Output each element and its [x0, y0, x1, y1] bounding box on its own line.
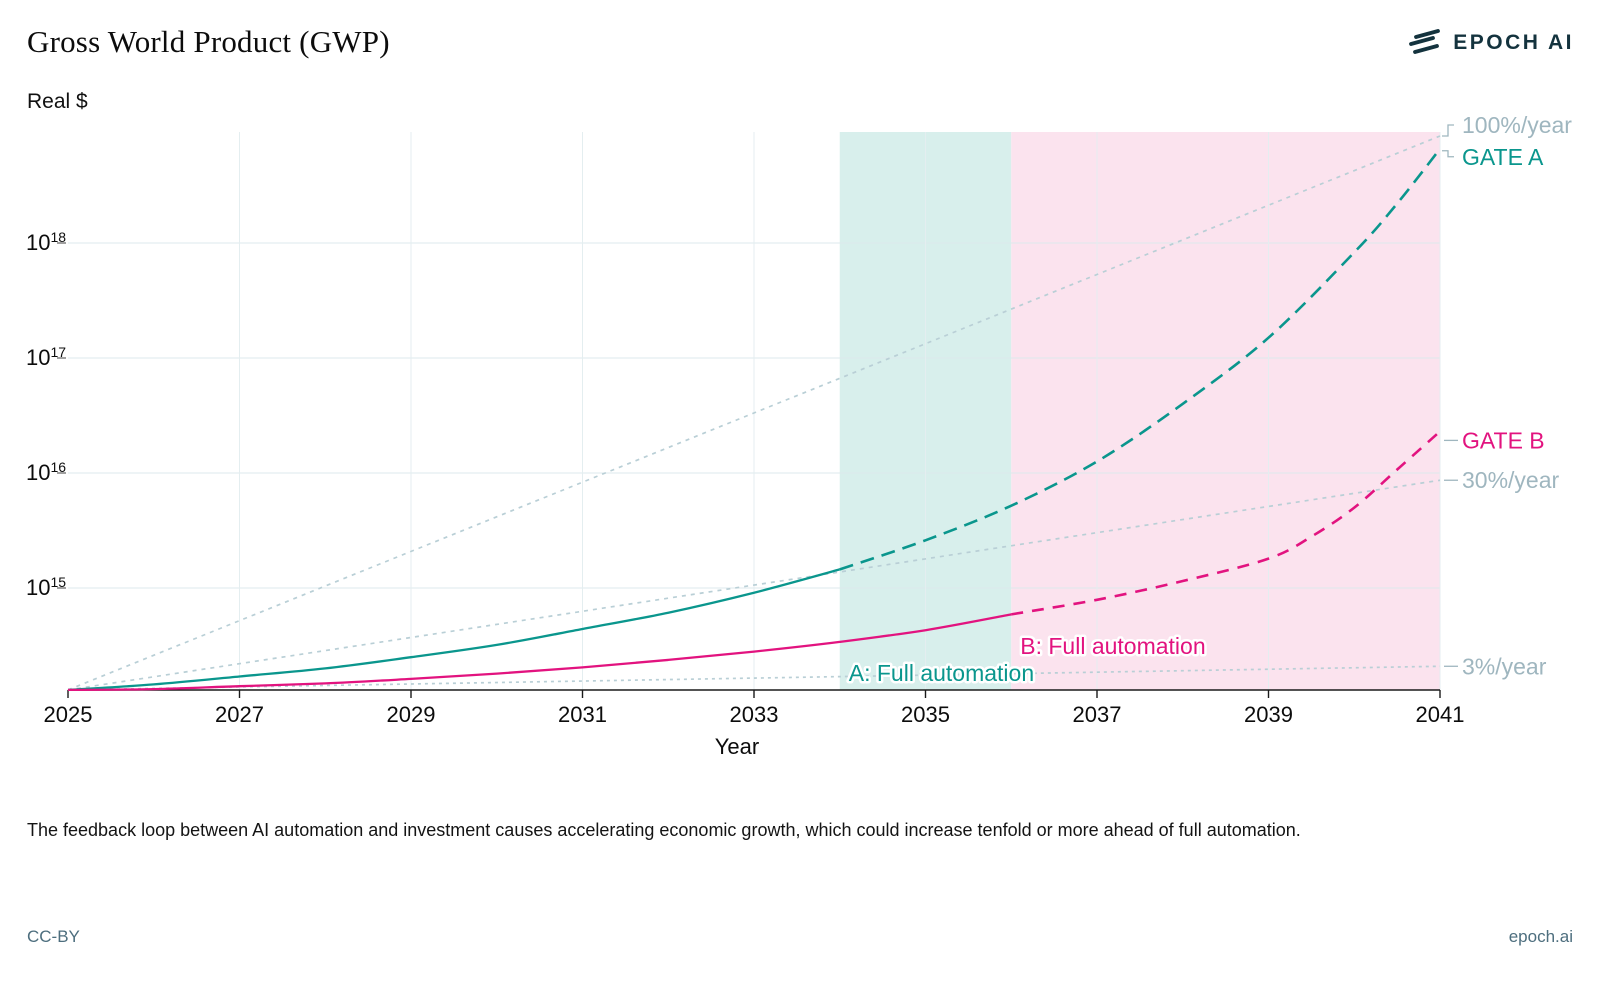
connector-100pct	[1442, 124, 1454, 137]
y-tick-label-1e17: 1017	[26, 344, 66, 370]
ref-label-30pct: 30%/year	[1462, 467, 1560, 493]
ref-label-100pct: 100%/year	[1462, 112, 1572, 138]
x-axis-title: Year	[715, 734, 759, 759]
site-label: epoch.ai	[1508, 927, 1573, 946]
reference-line-30pct	[67, 479, 1441, 691]
epoch-ai-logo: EPOCH AI	[1407, 28, 1574, 58]
series-a-dashed	[839, 148, 1442, 571]
x-tick-label-2029: 2029	[387, 702, 436, 727]
x-tick-label-2035: 2035	[901, 702, 950, 727]
series-b-dashed	[1011, 430, 1441, 616]
y-tick-label-1e15: 1015	[26, 574, 66, 600]
chart-caption: The feedback loop between AI automation …	[27, 820, 1301, 840]
reference-line-3pct	[67, 665, 1441, 691]
x-tick-label-2025: 2025	[44, 702, 93, 727]
license-label: CC-BY	[27, 927, 80, 946]
series-label-b: B: Full automation	[1020, 633, 1205, 659]
reference-line-100pct	[67, 135, 1441, 691]
x-tick-label-2031: 2031	[558, 702, 607, 727]
ref-label-3pct: 3%/year	[1462, 653, 1547, 679]
y-tick-label-1e18: 1018	[26, 229, 66, 255]
y-tick-label-1e16: 1016	[26, 459, 66, 485]
x-tick-label-2037: 2037	[1073, 702, 1122, 727]
gate-b-window-band	[1011, 132, 1440, 690]
x-tick-label-2039: 2039	[1244, 702, 1293, 727]
series-label-a: A: Full automation	[849, 660, 1034, 686]
connector-gate-a	[1442, 150, 1454, 158]
series-b-solid	[67, 613, 1012, 692]
gwp-chart: 1015 1016 1017 1018 2025 2027 2029 2031 2033 2035…	[26, 112, 1572, 759]
brand-name: EPOCH AI	[1453, 31, 1574, 54]
gate-b-label: GATE B	[1462, 427, 1545, 453]
series-a-solid	[67, 568, 841, 692]
y-axis-unit-label: Real $	[27, 90, 88, 113]
epoch-logo-icon	[1409, 29, 1441, 54]
page-title: Gross World Product (GWP)	[27, 24, 390, 59]
x-tick-label-2033: 2033	[730, 702, 779, 727]
gate-a-label: GATE A	[1462, 144, 1544, 170]
x-tick-label-2027: 2027	[215, 702, 264, 727]
x-tick-label-2041: 2041	[1416, 702, 1465, 727]
